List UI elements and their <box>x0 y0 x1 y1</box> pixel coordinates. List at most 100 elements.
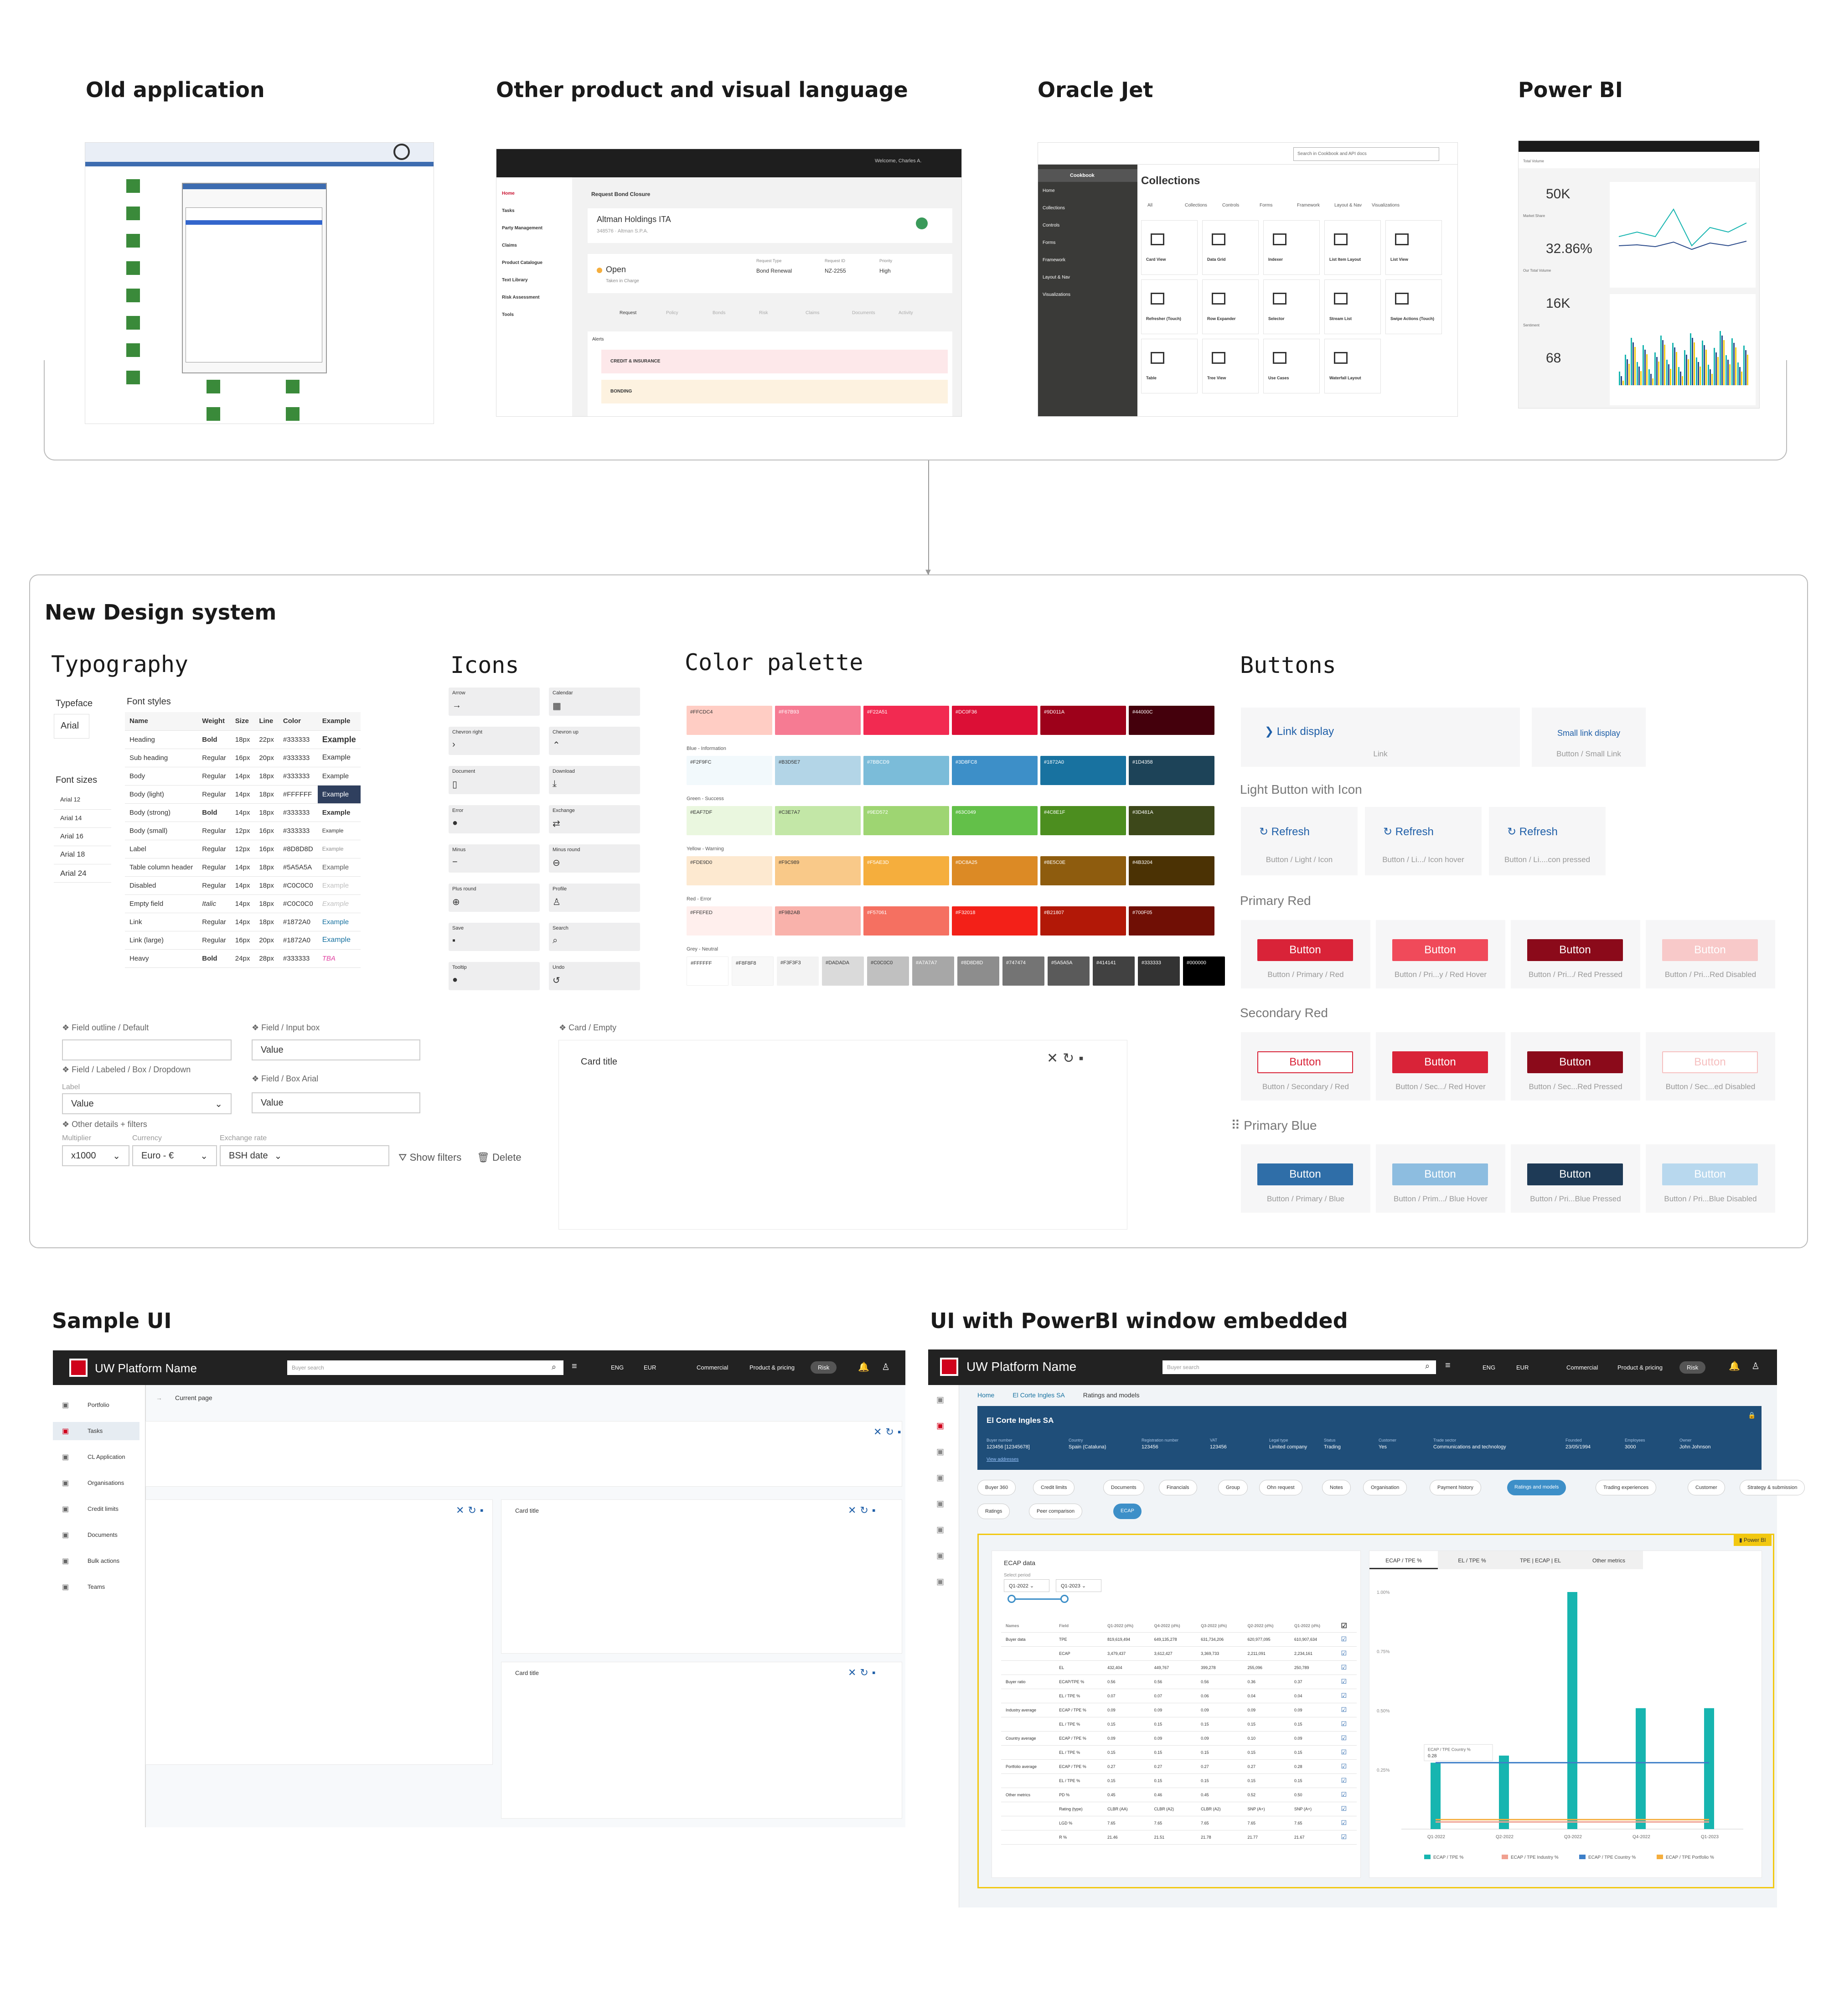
row-checkbox[interactable]: ☑ <box>1336 1816 1357 1830</box>
show-filters-button[interactable]: ⛛ Show filters <box>398 1152 461 1163</box>
tab[interactable]: Group <box>1218 1480 1248 1495</box>
side-item[interactable]: Layout & Nav <box>1043 275 1070 280</box>
row-checkbox[interactable]: ☑ <box>1336 1646 1357 1661</box>
tab-commercial[interactable]: Commercial <box>1566 1364 1598 1371</box>
sample-button[interactable]: Button <box>1662 939 1758 961</box>
tab[interactable]: Layout & Nav <box>1334 203 1362 208</box>
tab[interactable]: Notes <box>1322 1480 1351 1495</box>
collection-card[interactable]: Waterfall Layout <box>1324 339 1381 393</box>
tab[interactable]: Documents <box>1103 1480 1144 1495</box>
bell-icon[interactable]: 🔔 <box>1729 1361 1740 1371</box>
side-item[interactable]: Visualizations <box>1043 292 1070 297</box>
labeled-dropdown[interactable]: Value ⌄ <box>62 1093 232 1114</box>
side-item[interactable]: Forms <box>1043 240 1056 245</box>
refresh-button[interactable]: ↻ Refresh <box>1507 825 1558 838</box>
profile-icon[interactable]: ♙ <box>882 1362 890 1372</box>
collection-card[interactable]: Row Expander <box>1202 279 1259 334</box>
breadcrumb-item[interactable]: Ratings and models <box>1083 1391 1140 1399</box>
nav-item[interactable]: Tasks <box>502 208 515 213</box>
tab-risk[interactable]: Risk <box>811 1361 837 1374</box>
search-icon[interactable]: ⌕ <box>1425 1361 1430 1370</box>
sidebar-item[interactable]: ▣ Portfolio <box>53 1396 139 1414</box>
sidebar-item[interactable]: ▣ Credit limits <box>53 1500 139 1518</box>
period-to-select[interactable]: Q1-2023 ⌄ <box>1056 1579 1101 1592</box>
tab-product-pricing[interactable]: Product & pricing <box>749 1364 795 1371</box>
lang-select[interactable]: ENG <box>1483 1364 1496 1371</box>
sidebar-item[interactable]: ▣ Documents <box>53 1526 139 1544</box>
buyer-search-input[interactable]: Buyer search <box>1162 1360 1436 1374</box>
save-icon[interactable]: ▪ <box>1079 1051 1088 1066</box>
tab[interactable]: Activity <box>899 310 913 315</box>
collection-card[interactable]: Swipe Actions (Touch) <box>1385 279 1442 334</box>
tab[interactable]: Request <box>620 310 637 315</box>
sample-button[interactable]: Button <box>1392 1163 1488 1185</box>
tab[interactable]: Ohn request <box>1259 1480 1302 1495</box>
subtab[interactable]: ECAP <box>1113 1504 1142 1519</box>
chart-tab[interactable]: EL / TPE % <box>1438 1551 1506 1569</box>
collection-card[interactable]: Selector <box>1263 279 1320 334</box>
sample-button[interactable]: Button <box>1257 939 1353 961</box>
nav-item[interactable]: Claims <box>502 243 517 248</box>
chart-tab[interactable]: TPE | ECAP | EL <box>1506 1551 1575 1569</box>
row-checkbox[interactable]: ☑ <box>1336 1745 1357 1760</box>
tab[interactable]: Ratings and models <box>1507 1480 1566 1495</box>
collection-card[interactable]: Refresher (Touch) <box>1141 279 1198 334</box>
row-checkbox[interactable]: ☑ <box>1336 1759 1357 1774</box>
sample-button[interactable]: Button <box>1392 1051 1488 1073</box>
row-checkbox[interactable]: ☑ <box>1336 1689 1357 1703</box>
filter-icon[interactable]: ≡ <box>1445 1360 1451 1370</box>
row-checkbox[interactable]: ☑ <box>1336 1788 1357 1802</box>
row-checkbox[interactable]: ☑ <box>1336 1632 1357 1647</box>
nav-icon[interactable]: ▣ <box>936 1473 945 1482</box>
nav-icon[interactable]: ▣ <box>936 1525 945 1534</box>
tab[interactable]: Documents <box>852 310 875 315</box>
nav-icon[interactable]: ▣ <box>936 1447 945 1456</box>
tab-commercial[interactable]: Commercial <box>697 1364 728 1371</box>
refresh-button[interactable]: ↻ Refresh <box>1383 825 1434 838</box>
tab[interactable]: Forms <box>1260 203 1273 208</box>
profile-icon[interactable]: ♙ <box>1751 1361 1760 1371</box>
collection-card[interactable]: Tree View <box>1202 339 1259 393</box>
row-checkbox[interactable]: ☑ <box>1336 1731 1357 1746</box>
tab-risk[interactable]: Risk <box>1679 1361 1706 1374</box>
tab[interactable]: Financials <box>1159 1480 1197 1495</box>
side-item[interactable]: Controls <box>1043 223 1060 228</box>
tab[interactable]: Framework <box>1297 203 1320 208</box>
collection-card[interactable]: Use Cases <box>1263 339 1320 393</box>
nav-item[interactable]: Tools <box>502 312 514 317</box>
breadcrumb-item[interactable]: Home <box>977 1391 995 1399</box>
sample-button[interactable]: Button <box>1527 1051 1623 1073</box>
row-checkbox[interactable]: ☑ <box>1336 1703 1357 1717</box>
breadcrumb-item[interactable]: El Corte Ingles SA <box>1013 1391 1065 1399</box>
subtab[interactable]: Peer comparison <box>1029 1504 1083 1519</box>
nav-item[interactable]: Text Library <box>502 278 528 283</box>
collection-card[interactable]: Stream List <box>1324 279 1381 334</box>
tab[interactable]: Collections <box>1185 203 1207 208</box>
tab[interactable]: Controls <box>1222 203 1240 208</box>
buyer-search-input[interactable]: Buyer search <box>287 1360 563 1375</box>
sample-button[interactable]: Button <box>1662 1163 1758 1185</box>
sidebar-item[interactable]: ▣ CL Application <box>53 1448 139 1466</box>
close-icon[interactable]: ✕ <box>1047 1051 1063 1066</box>
row-checkbox[interactable]: ☑ <box>1336 1675 1357 1689</box>
sidebar-item[interactable]: ▣ Tasks <box>53 1422 139 1440</box>
sample-button[interactable]: Button <box>1392 939 1488 961</box>
row-checkbox[interactable]: ☑ <box>1336 1773 1357 1788</box>
nav-item[interactable]: Risk Assessment <box>502 295 540 300</box>
collection-card[interactable]: List View <box>1385 220 1442 275</box>
tab-product-pricing[interactable]: Product & pricing <box>1617 1364 1663 1371</box>
tab[interactable]: Bonds <box>713 310 726 315</box>
exchange-select[interactable]: BSH date ⌄ <box>220 1145 389 1166</box>
sidebar-item[interactable]: ▣ Organisations <box>53 1474 139 1492</box>
tab[interactable]: Risk <box>759 310 768 315</box>
back-arrow-icon[interactable]: → <box>156 1394 162 1401</box>
collection-card[interactable]: Table <box>1141 339 1198 393</box>
nav-item[interactable]: Party Management <box>502 226 542 231</box>
sample-button[interactable]: Button <box>1662 1051 1758 1073</box>
row-checkbox[interactable]: ☑ <box>1336 1717 1357 1732</box>
tab[interactable]: Credit limits <box>1033 1480 1075 1495</box>
row-checkbox[interactable]: ☑ <box>1336 1660 1357 1675</box>
nav-icon[interactable]: ▣ <box>936 1395 945 1404</box>
sample-button[interactable]: Button <box>1527 1163 1623 1185</box>
period-from-select[interactable]: Q1-2022 ⌄ <box>1004 1579 1049 1592</box>
